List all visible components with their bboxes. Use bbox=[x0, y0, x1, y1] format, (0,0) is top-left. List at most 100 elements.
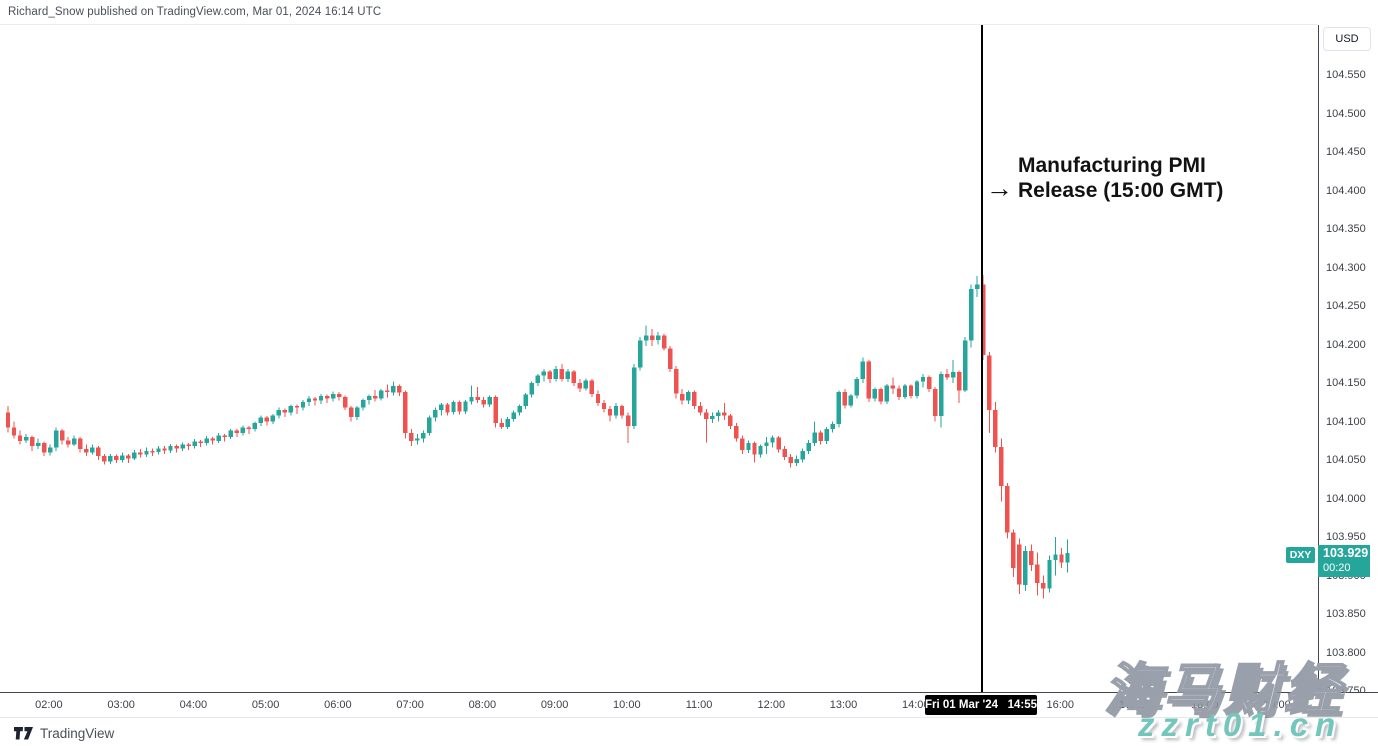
candle-body bbox=[704, 412, 709, 420]
candle-body bbox=[764, 442, 769, 447]
candle-body bbox=[469, 396, 474, 402]
candle-body bbox=[108, 456, 113, 462]
time-tick: 07:00 bbox=[396, 699, 424, 711]
candle-body bbox=[950, 372, 956, 378]
price-tick: 103.850 bbox=[1326, 608, 1366, 620]
candle-body bbox=[999, 446, 1004, 487]
price-tick: 104.000 bbox=[1326, 492, 1366, 505]
candle-body bbox=[529, 383, 534, 395]
candle-body bbox=[752, 443, 757, 455]
candle-body bbox=[144, 450, 149, 455]
price-axis[interactable]: USD 104.550 104.500 104.450 104.400 104.350 1… bbox=[1318, 25, 1378, 717]
candle-body bbox=[800, 450, 805, 460]
time-tick: 09:00 bbox=[540, 699, 569, 711]
candle-body bbox=[547, 371, 552, 380]
candle-body bbox=[252, 423, 257, 430]
candle-body bbox=[72, 438, 77, 445]
candle-body bbox=[312, 398, 318, 401]
time-tick: 13:00 bbox=[829, 699, 858, 711]
candle-body bbox=[878, 389, 884, 402]
candle-body bbox=[258, 417, 263, 423]
candle-body bbox=[975, 284, 980, 289]
candle-body bbox=[228, 430, 233, 437]
candle-body bbox=[78, 438, 83, 450]
candle-body bbox=[216, 435, 221, 441]
candle-body bbox=[60, 430, 65, 441]
candle-body bbox=[908, 385, 914, 397]
candle-body bbox=[222, 435, 227, 437]
candle-body bbox=[746, 443, 751, 450]
candle-body bbox=[300, 402, 306, 408]
candle-body bbox=[613, 406, 619, 416]
candle-body bbox=[541, 371, 546, 376]
candle-body bbox=[848, 395, 853, 406]
candle-body bbox=[102, 456, 107, 462]
candle-body bbox=[649, 335, 655, 340]
candle-body bbox=[1005, 486, 1010, 533]
candle-body bbox=[264, 417, 270, 422]
time-tick: 10:00 bbox=[613, 699, 641, 711]
candle-body bbox=[397, 386, 402, 393]
watermark-url: zzrt01.cn bbox=[1138, 706, 1343, 743]
candle-body bbox=[156, 448, 161, 453]
tradingview-logo-icon[interactable] bbox=[14, 727, 33, 740]
candle-body bbox=[553, 369, 558, 380]
event-vertical-line[interactable] bbox=[981, 25, 983, 692]
candle-body bbox=[192, 441, 197, 447]
time-tick: 18:00 bbox=[1190, 699, 1219, 711]
candle-body bbox=[23, 436, 29, 441]
candle-body bbox=[84, 449, 89, 453]
candle-body bbox=[589, 380, 595, 394]
candle-body bbox=[969, 289, 974, 341]
candle-body bbox=[481, 399, 486, 405]
price-tick: 104.450 bbox=[1326, 146, 1366, 158]
currency-button[interactable]: USD bbox=[1323, 27, 1371, 51]
candle-body bbox=[716, 412, 721, 417]
candle-body bbox=[583, 380, 589, 389]
candle-body bbox=[90, 447, 95, 453]
annotation-line2: Release (15:00 GMT) bbox=[1018, 179, 1224, 202]
candle-body bbox=[643, 335, 649, 341]
candle-body bbox=[198, 441, 203, 443]
candle-body bbox=[403, 392, 408, 433]
candle-body bbox=[132, 452, 137, 459]
candle-body bbox=[794, 459, 799, 463]
last-price-label: 103.929 00:20 bbox=[1318, 545, 1370, 577]
candle-body bbox=[348, 407, 354, 417]
time-tick: 16:00 bbox=[1046, 699, 1075, 711]
candle-body bbox=[457, 402, 462, 412]
candle-body bbox=[884, 385, 890, 402]
candle-body bbox=[96, 447, 101, 457]
time-tick: 08:00 bbox=[468, 699, 497, 711]
bar-countdown: 00:20 bbox=[1323, 562, 1351, 574]
brand-name[interactable]: TradingView bbox=[40, 726, 115, 741]
candle-body bbox=[758, 446, 763, 455]
time-tick: 04:00 bbox=[179, 699, 208, 711]
candle-body bbox=[963, 340, 968, 391]
candle-body bbox=[1065, 553, 1070, 563]
candle-body bbox=[162, 448, 167, 451]
candle-body bbox=[1047, 560, 1052, 589]
candle-body bbox=[577, 383, 583, 389]
time-axis[interactable]: 02:00 03:00 04:00 05:00 06:00 07:00 08:00 09:00… bbox=[0, 692, 1378, 718]
candle-body bbox=[355, 407, 360, 417]
candle-body bbox=[788, 456, 793, 464]
candle-body bbox=[306, 398, 312, 403]
candle-body bbox=[342, 396, 348, 408]
candle-body bbox=[722, 412, 727, 416]
candle-body bbox=[379, 390, 384, 399]
candle-body bbox=[367, 396, 372, 400]
chart-pane[interactable]: → Manufacturing PMI Release (15:00 GMT) bbox=[0, 25, 1318, 692]
candle-body bbox=[445, 404, 450, 413]
candle-body bbox=[806, 443, 811, 451]
candle-body bbox=[517, 406, 522, 413]
candle-body bbox=[409, 433, 414, 441]
annotation-text: Manufacturing PMI Release (15:00 GMT) bbox=[1018, 153, 1223, 203]
candle-body bbox=[120, 455, 125, 460]
candle-body bbox=[1041, 583, 1046, 589]
candle-body bbox=[631, 367, 637, 427]
candle-body bbox=[282, 410, 288, 413]
price-tick: 103.800 bbox=[1326, 646, 1366, 659]
candle-body bbox=[595, 393, 601, 403]
candle-body bbox=[294, 406, 300, 408]
